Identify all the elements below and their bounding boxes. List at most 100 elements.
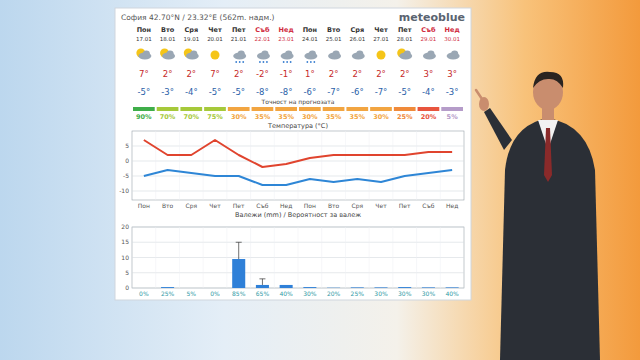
precip-bar bbox=[280, 285, 293, 288]
accuracy-band bbox=[418, 107, 440, 111]
error-cap bbox=[236, 242, 242, 243]
tie bbox=[544, 128, 552, 182]
y-tick-label: 10 bbox=[121, 254, 129, 261]
min-temp: -6° bbox=[351, 87, 364, 97]
cloud bbox=[238, 51, 245, 57]
day-separator bbox=[392, 227, 393, 288]
plot-frame bbox=[132, 131, 464, 200]
day-separator bbox=[298, 227, 299, 288]
day-separator bbox=[155, 131, 156, 200]
date: 30.01 bbox=[444, 36, 460, 42]
max-temp: 3° bbox=[424, 69, 434, 79]
day-separator bbox=[250, 227, 251, 288]
arm bbox=[484, 108, 512, 150]
min-temp: -5° bbox=[232, 87, 245, 97]
x-tick-label: Сря bbox=[351, 202, 363, 210]
hand bbox=[479, 97, 489, 111]
accuracy-label: 30% bbox=[302, 113, 318, 121]
day-separator bbox=[369, 227, 370, 288]
board bbox=[115, 8, 471, 300]
plot-frame bbox=[132, 227, 464, 288]
weekday: Нед bbox=[279, 26, 294, 34]
accuracy-label: 75% bbox=[207, 113, 223, 121]
x-tick-label: Съб bbox=[256, 202, 268, 209]
y-tick-label: 5 bbox=[125, 142, 129, 149]
max-temp: 7° bbox=[139, 69, 149, 79]
weekday: Вто bbox=[327, 26, 341, 34]
weather-icon bbox=[257, 51, 270, 63]
weather-icon bbox=[377, 51, 386, 60]
cloud bbox=[309, 51, 316, 57]
snowflake bbox=[286, 61, 288, 63]
x-tick-label: Вто bbox=[162, 202, 174, 209]
date: 27.01 bbox=[373, 36, 389, 42]
cloud bbox=[356, 51, 363, 57]
max-temp: -2° bbox=[256, 69, 269, 79]
probability-label: 20% bbox=[327, 290, 341, 297]
accuracy-label: 35% bbox=[255, 113, 271, 121]
accuracy-band bbox=[299, 107, 321, 111]
precip-bar bbox=[374, 287, 387, 288]
studio-background: { "header": {"title": "София 42.70°N / 2… bbox=[0, 0, 640, 360]
accuracy-label: 20% bbox=[421, 113, 437, 121]
temperature-line bbox=[144, 170, 452, 185]
day-separator bbox=[416, 131, 417, 200]
precip-bar bbox=[398, 287, 411, 288]
weather-icon bbox=[304, 51, 317, 63]
hair bbox=[533, 72, 563, 88]
day-separator bbox=[274, 227, 275, 288]
sun bbox=[377, 51, 386, 60]
accuracy-label: 35% bbox=[326, 113, 342, 121]
cloud bbox=[285, 51, 292, 57]
date: 21.01 bbox=[231, 36, 247, 42]
probability-label: 30% bbox=[374, 290, 388, 297]
probability-label: 25% bbox=[161, 290, 175, 297]
date: 18.01 bbox=[160, 36, 176, 42]
min-temp: -5° bbox=[398, 87, 411, 97]
accuracy-band bbox=[133, 107, 155, 111]
probability-label: 5% bbox=[187, 290, 197, 297]
accuracy-label: 30% bbox=[231, 113, 247, 121]
precip-bar bbox=[232, 259, 245, 288]
probability-label: 0% bbox=[210, 290, 220, 297]
precip-bar bbox=[303, 287, 316, 288]
weather-icon bbox=[423, 51, 436, 60]
max-temp: -1° bbox=[280, 69, 293, 79]
day-separator bbox=[226, 131, 227, 200]
accuracy-label: 30% bbox=[373, 113, 389, 121]
day-separator bbox=[250, 131, 251, 200]
day-separator bbox=[226, 227, 227, 288]
error-stem bbox=[262, 279, 263, 285]
min-temp: -3° bbox=[446, 87, 459, 97]
weekday: Чет bbox=[208, 26, 222, 34]
date: 22.01 bbox=[255, 36, 271, 42]
weather-icon bbox=[447, 51, 460, 60]
x-tick-label: Чет bbox=[375, 202, 387, 209]
probability-label: 25% bbox=[351, 290, 365, 297]
x-tick-label: Пон bbox=[304, 202, 316, 209]
accuracy-label: 5% bbox=[447, 113, 459, 121]
day-separator bbox=[179, 227, 180, 288]
date: 20.01 bbox=[207, 36, 223, 42]
weekday: Чет bbox=[374, 26, 388, 34]
weather-icon bbox=[281, 51, 294, 63]
cloud bbox=[261, 51, 268, 57]
weather-icon bbox=[211, 51, 220, 60]
date: 25.01 bbox=[326, 36, 342, 42]
snowflake bbox=[290, 61, 292, 63]
date: 28.01 bbox=[397, 36, 413, 42]
probability-label: 85% bbox=[232, 290, 246, 297]
sun bbox=[211, 51, 220, 60]
weather-icon bbox=[397, 49, 412, 60]
day-separator bbox=[369, 131, 370, 200]
accuracy-band bbox=[370, 107, 392, 111]
min-temp: -4° bbox=[185, 87, 198, 97]
date: 19.01 bbox=[183, 36, 199, 42]
max-temp: 7° bbox=[210, 69, 220, 79]
x-tick-label: Пет bbox=[233, 202, 245, 209]
date: 29.01 bbox=[421, 36, 437, 42]
y-tick-label: -5 bbox=[123, 172, 129, 179]
probability-label: 40% bbox=[279, 290, 293, 297]
weekday: Съб bbox=[421, 26, 436, 34]
cloud bbox=[451, 51, 458, 57]
